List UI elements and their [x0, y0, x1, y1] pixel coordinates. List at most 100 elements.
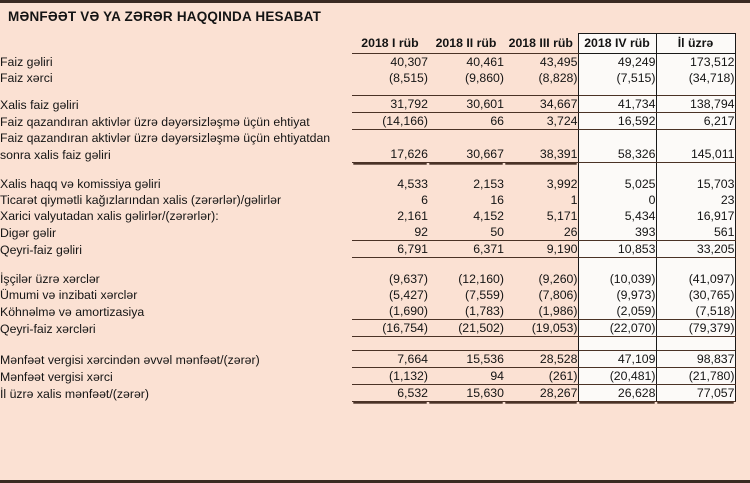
- row-value-q1: (5,427): [389, 288, 428, 302]
- row-value-q2: 2,153: [473, 177, 504, 191]
- table-row: Digər gəlir 92 50 26 393 561: [0, 224, 750, 241]
- row-value-year: 33,205: [655, 240, 736, 258]
- row-value-q3: 9,190: [504, 240, 578, 258]
- row-spacer: [0, 336, 750, 351]
- row-spacer: [0, 162, 750, 177]
- spacer-cell: [0, 258, 352, 272]
- spacer-cell: [504, 337, 578, 351]
- table-header-row: 2018 I rüb 2018 II rüb 2018 III rüb 2018…: [0, 33, 750, 54]
- table-row-subtotal: Qeyri-faiz xərcləri (16,754) (21,502) (1…: [0, 319, 750, 337]
- row-value-q4: 5,025: [577, 176, 656, 192]
- spacer-cell: [352, 258, 428, 272]
- row-value-q3: (9,260): [538, 272, 578, 286]
- row-padding: [735, 240, 750, 258]
- column-header-q4: 2018 IV rüb: [577, 33, 656, 54]
- row-padding: [735, 95, 750, 113]
- row-value-q1: 7,664: [352, 350, 428, 368]
- row-value-q3: [504, 130, 578, 147]
- row-value-q3: 3,724: [504, 112, 578, 130]
- column-header-q3: 2018 III rüb: [504, 33, 578, 54]
- spacer-cell: [577, 86, 656, 96]
- row-value-year: 98,837: [655, 350, 736, 368]
- table-row: Ümumi və inzibati xərclər (5,427) (7,559…: [0, 287, 750, 303]
- table-row-subtotal: Qeyri-faiz gəliri 6,791 6,371 9,190 10,8…: [0, 240, 750, 258]
- row-value-q4: 41,734: [577, 95, 656, 113]
- row-value-q2: (12,160): [458, 272, 504, 286]
- table-row: Faiz xərci (8,515) (9,860) (8,828) (7,51…: [0, 70, 750, 86]
- table-row: Faiz qazandıran aktivlər üzrə dəyərsizlə…: [0, 112, 750, 130]
- row-padding: [735, 208, 750, 224]
- table-row-subtotal: Xalis faiz gəliri 31,792 30,601 34,667 4…: [0, 95, 750, 113]
- table-row-total: İl üzrə xalis mənfəət/(zərər) 6,532 15,6…: [0, 384, 750, 402]
- spacer-cell: [504, 163, 578, 177]
- row-padding: [735, 224, 750, 241]
- row-value-q3: 26: [504, 224, 578, 241]
- row-value-q1: 92: [352, 224, 428, 241]
- row-padding: [735, 112, 750, 130]
- row-value-q1: 31,792: [352, 95, 428, 113]
- table-row: İşçilər üzrə xərclər (9,637) (12,160) (9…: [0, 271, 750, 287]
- row-value-q2: 15,630: [428, 384, 504, 402]
- row-value-q4: (2,059): [577, 303, 656, 320]
- row-value-q1: 6: [421, 193, 428, 207]
- row-spacer: [0, 86, 750, 96]
- row-value-q1: (9,637): [389, 272, 428, 286]
- row-value-q1: 4,533: [397, 177, 428, 191]
- row-label: Mənfəət vergisi xərci: [0, 369, 113, 384]
- row-value-q4: (22,070): [577, 319, 656, 337]
- row-value-year: 6,217: [655, 112, 736, 130]
- spacer-cell: [352, 163, 428, 177]
- row-label: Mənfəət vergisi xərcindən əvvəl mənfəət/…: [0, 352, 260, 367]
- row-value-q2: 30,601: [428, 95, 504, 113]
- row-value-year: (7,518): [655, 303, 736, 320]
- row-value-q1: [352, 130, 428, 147]
- row-label: Ümumi və inzibati xərclər: [0, 288, 138, 302]
- row-padding: [735, 271, 750, 287]
- row-value-year: [655, 129, 736, 146]
- table-right-padding: [735, 33, 750, 54]
- row-value-q2: 40,461: [466, 55, 504, 69]
- row-padding: [735, 129, 750, 146]
- row-label: Faiz xərci: [0, 71, 53, 85]
- row-value-q2: 94: [428, 367, 504, 385]
- table-row: Mənfəət vergisi xərci (1,132) 94 (261) (…: [0, 367, 750, 385]
- row-padding: [735, 287, 750, 303]
- spacer-cell: [352, 337, 428, 351]
- row-value-q2: 6,371: [428, 240, 504, 258]
- row-value-year: 16,917: [655, 208, 736, 224]
- row-label: Faiz qazandıran aktivlər üzrə dəyərsizlə…: [0, 114, 310, 129]
- row-value-q4: 16,592: [577, 112, 656, 130]
- spacer-cell: [655, 86, 736, 96]
- spacer-cell: [655, 336, 736, 351]
- row-value-q4: 47,109: [577, 350, 656, 368]
- row-value-q1: (16,754): [352, 319, 428, 337]
- row-padding: [735, 367, 750, 385]
- row-value-q1: (8,515): [389, 71, 428, 85]
- row-value-year: 15,703: [655, 176, 736, 192]
- row-value-q1: (14,166): [352, 112, 428, 130]
- row-value-q2: (1,783): [428, 303, 504, 320]
- row-value-q2: [428, 130, 504, 147]
- row-label: Xalis faiz gəliri: [0, 97, 79, 112]
- row-value-q4: 0: [577, 192, 656, 208]
- row-value-q3: 1: [570, 193, 578, 207]
- spacer-cell: [352, 86, 428, 96]
- row-value-q3: (261): [504, 367, 578, 385]
- row-label: Köhnəlmə və amortizasiya: [0, 304, 145, 319]
- spacer-cell: [577, 162, 656, 176]
- column-header-q1: 2018 I rüb: [352, 33, 428, 54]
- spacer-cell: [0, 337, 352, 351]
- row-value-year: (34,718): [655, 70, 736, 86]
- row-label: Faiz gəliri: [0, 55, 53, 69]
- row-value-year: (30,765): [655, 287, 736, 303]
- row-value-q1: 6,532: [352, 384, 428, 402]
- row-value-q1: 6,791: [352, 240, 428, 258]
- spacer-cell: [655, 257, 736, 271]
- row-value-q2: 30,667: [428, 146, 504, 163]
- spacer-cell: [428, 86, 504, 96]
- row-value-q2: (7,559): [465, 288, 504, 302]
- row-value-q3: 38,391: [504, 146, 578, 163]
- table-row-subtotal: Mənfəət vergisi xərcindən əvvəl mənfəət/…: [0, 350, 750, 368]
- row-value-q3: (8,828): [538, 71, 578, 85]
- row-value-q2: (9,860): [465, 71, 504, 85]
